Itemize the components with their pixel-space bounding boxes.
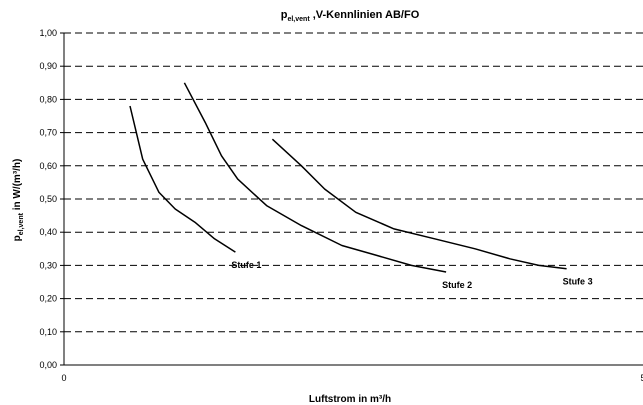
series-label-1: Stufe 1 [231,260,261,270]
chart-title-sub: el,vent [287,16,310,23]
y-axis-label-rest: in W/(m³/h) [12,159,23,213]
y-tick-label: 1,00 [39,28,57,38]
y-tick-label: 0,10 [39,327,57,337]
series-line-3 [271,138,567,270]
y-tick-label: 0,90 [39,61,57,71]
y-axis-label: pel,vent in W/(m³/h) [12,159,25,242]
x-tick-label: 5 [640,373,643,383]
series-line-1 [129,105,236,253]
series-group: Stufe 1 Stufe 2 Stufe 3 [129,82,593,290]
series-label-3: Stufe 3 [563,277,593,287]
y-tick-label: 0,50 [39,194,57,204]
x-axis-label: Luftstrom in m³/h [309,394,391,405]
chart-title-rest: ,V-Kennlinien AB/FO [310,9,420,21]
chart-title-main: p [281,9,288,21]
y-axis-label-main: p [12,235,23,241]
y-tick-label: 0,30 [39,260,57,270]
y-tick-label: 0,00 [39,360,57,370]
y-tick-label: 0,70 [39,128,57,138]
y-tick-label: 0,20 [39,294,57,304]
chart-title: pel,vent ,V-Kennlinien AB/FO [281,9,420,23]
y-tick-label: 0,40 [39,227,57,237]
y-axis-label-sub: el,vent [18,212,25,235]
x-tick-label: 0 [61,373,66,383]
series-label-2: Stufe 2 [442,280,472,290]
y-tick-label: 0,80 [39,94,57,104]
series-line-2 [183,82,447,273]
x-axis-ticks: 05 [61,373,643,383]
plot-grid [63,32,643,366]
y-tick-label: 0,60 [39,161,57,171]
y-axis-ticks: 0,00 0,10 0,20 0,30 0,40 0,50 0,60 0,70 0,80 0,90… [39,28,64,370]
